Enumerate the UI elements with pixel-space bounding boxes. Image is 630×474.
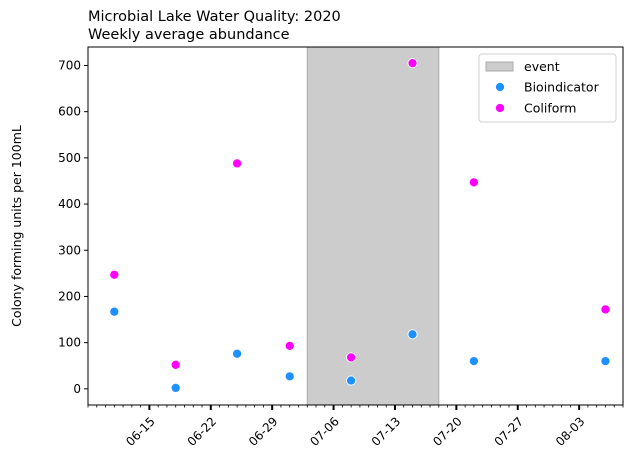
y-tick-label: 200 [58,289,81,303]
event-span [306,46,440,406]
y-tick-label: 500 [58,151,81,165]
legend-marker-bioindicator [494,81,506,93]
y-tick-label: 700 [58,58,81,72]
coliform-point [284,340,295,351]
x-tick-label: 06-15 [123,414,158,449]
chart-title: Microbial Lake Water Quality: 2020 [88,9,341,25]
legend-label-event: event [524,59,560,74]
x-tick-label: 06-29 [246,414,281,449]
y-tick-label: 100 [58,336,81,350]
legend-label-bioindicator: Bioindicator [524,80,600,95]
legend-label-coliform: Coliform [524,101,576,116]
x-tick-label: 08-03 [553,414,588,449]
bioindicator-point [346,375,357,386]
bioindicator-point [468,356,479,367]
bioindicator-point [232,348,243,359]
coliform-point [468,177,479,188]
x-tick-label: 07-27 [492,414,527,449]
y-axis-label: Colony forming units per 100mL [9,125,24,327]
bioindicator-point [109,306,120,317]
x-tick-label: 06-22 [185,414,220,449]
y-tick-label: 0 [73,382,81,396]
coliform-point [170,359,181,370]
legend: event Bioindicator Coliform [478,53,617,123]
axes-frame [87,46,624,406]
legend-marker-coliform [494,102,506,114]
coliform-point [232,158,243,169]
legend-swatch-event [485,61,514,72]
chart-subtitle: Weekly average abundance [88,27,290,43]
bioindicator-point [284,371,295,382]
bioindicator-point [407,329,418,340]
x-tick-label: 07-06 [307,414,342,449]
x-tick-label: 07-13 [369,414,404,449]
y-tick-label: 300 [58,243,81,257]
y-tick-label: 400 [58,197,81,211]
x-tick-label: 07-20 [430,414,465,449]
coliform-point [109,269,120,280]
bioindicator-point [170,382,181,393]
bioindicator-point [600,356,611,367]
coliform-point [600,304,611,315]
coliform-point [346,352,357,363]
y-tick-label: 600 [58,105,81,119]
coliform-point [407,58,418,69]
